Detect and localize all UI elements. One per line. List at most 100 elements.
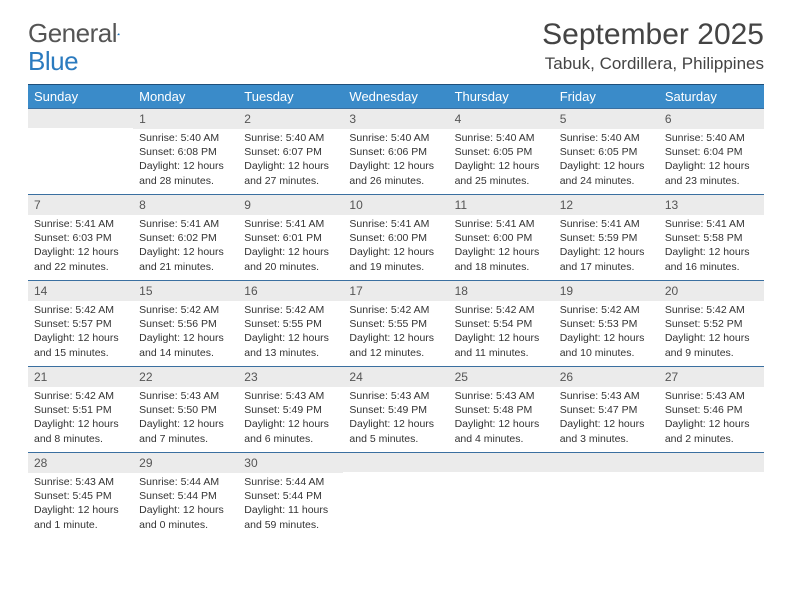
calendar-cell: 16Sunrise: 5:42 AMSunset: 5:55 PMDayligh… [238,280,343,366]
sunrise: Sunrise: 5:44 AM [139,475,232,489]
calendar-cell: 12Sunrise: 5:41 AMSunset: 5:59 PMDayligh… [554,194,659,280]
daylight: Daylight: 12 hours and 12 minutes. [349,331,442,359]
sunrise: Sunrise: 5:42 AM [349,303,442,317]
sunrise: Sunrise: 5:43 AM [139,389,232,403]
day-number: 27 [659,366,764,387]
weekday-header: Tuesday [238,85,343,109]
day-number: 8 [133,194,238,215]
day-number: 17 [343,280,448,301]
daylight: Daylight: 12 hours and 26 minutes. [349,159,442,187]
sunset: Sunset: 5:49 PM [244,403,337,417]
calendar-cell: 29Sunrise: 5:44 AMSunset: 5:44 PMDayligh… [133,452,238,538]
sunrise: Sunrise: 5:41 AM [139,217,232,231]
daylight: Daylight: 12 hours and 22 minutes. [34,245,127,273]
calendar-cell: 25Sunrise: 5:43 AMSunset: 5:48 PMDayligh… [449,366,554,452]
day-number: 7 [28,194,133,215]
daylight: Daylight: 12 hours and 25 minutes. [455,159,548,187]
daylight: Daylight: 12 hours and 8 minutes. [34,417,127,445]
day-body: Sunrise: 5:43 AMSunset: 5:46 PMDaylight:… [659,387,764,452]
sunset: Sunset: 5:48 PM [455,403,548,417]
sunrise: Sunrise: 5:43 AM [560,389,653,403]
daylight: Daylight: 12 hours and 4 minutes. [455,417,548,445]
sunrise: Sunrise: 5:42 AM [139,303,232,317]
daylight: Daylight: 12 hours and 23 minutes. [665,159,758,187]
daylight: Daylight: 12 hours and 11 minutes. [455,331,548,359]
sunrise: Sunrise: 5:41 AM [349,217,442,231]
day-body: Sunrise: 5:41 AMSunset: 6:02 PMDaylight:… [133,215,238,280]
sunset: Sunset: 5:57 PM [34,317,127,331]
day-number: 1 [133,108,238,129]
weekday-header: Sunday [28,85,133,109]
day-body: Sunrise: 5:43 AMSunset: 5:49 PMDaylight:… [343,387,448,452]
day-body: Sunrise: 5:42 AMSunset: 5:52 PMDaylight:… [659,301,764,366]
sunset: Sunset: 5:47 PM [560,403,653,417]
calendar-table: SundayMondayTuesdayWednesdayThursdayFrid… [28,84,764,538]
sunset: Sunset: 6:00 PM [455,231,548,245]
day-number: 26 [554,366,659,387]
sunset: Sunset: 5:58 PM [665,231,758,245]
sunrise: Sunrise: 5:40 AM [139,131,232,145]
calendar-cell: 21Sunrise: 5:42 AMSunset: 5:51 PMDayligh… [28,366,133,452]
day-body: Sunrise: 5:40 AMSunset: 6:06 PMDaylight:… [343,129,448,194]
calendar-week: 14Sunrise: 5:42 AMSunset: 5:57 PMDayligh… [28,280,764,366]
day-body: Sunrise: 5:42 AMSunset: 5:54 PMDaylight:… [449,301,554,366]
calendar-cell: 10Sunrise: 5:41 AMSunset: 6:00 PMDayligh… [343,194,448,280]
sunrise: Sunrise: 5:43 AM [665,389,758,403]
sunset: Sunset: 6:05 PM [560,145,653,159]
day-number: 19 [554,280,659,301]
location: Tabuk, Cordillera, Philippines [542,54,764,74]
daylight: Daylight: 12 hours and 13 minutes. [244,331,337,359]
calendar-cell: 27Sunrise: 5:43 AMSunset: 5:46 PMDayligh… [659,366,764,452]
sunrise: Sunrise: 5:41 AM [455,217,548,231]
sunset: Sunset: 6:07 PM [244,145,337,159]
calendar-cell [343,452,448,538]
sunrise: Sunrise: 5:41 AM [244,217,337,231]
calendar-cell [659,452,764,538]
daylight: Daylight: 12 hours and 15 minutes. [34,331,127,359]
day-number [659,452,764,472]
day-number: 15 [133,280,238,301]
sunset: Sunset: 6:06 PM [349,145,442,159]
calendar-cell: 17Sunrise: 5:42 AMSunset: 5:55 PMDayligh… [343,280,448,366]
sunrise: Sunrise: 5:41 AM [34,217,127,231]
day-number: 3 [343,108,448,129]
day-body: Sunrise: 5:40 AMSunset: 6:05 PMDaylight:… [554,129,659,194]
day-number: 22 [133,366,238,387]
daylight: Daylight: 12 hours and 1 minute. [34,503,127,531]
calendar-cell: 1Sunrise: 5:40 AMSunset: 6:08 PMDaylight… [133,108,238,194]
calendar-head: SundayMondayTuesdayWednesdayThursdayFrid… [28,85,764,109]
daylight: Daylight: 12 hours and 9 minutes. [665,331,758,359]
sunrise: Sunrise: 5:40 AM [244,131,337,145]
day-number: 20 [659,280,764,301]
logo-blue: Blue [28,46,78,76]
sunrise: Sunrise: 5:42 AM [244,303,337,317]
day-body: Sunrise: 5:41 AMSunset: 5:58 PMDaylight:… [659,215,764,280]
day-number [554,452,659,472]
calendar-cell [554,452,659,538]
sunrise: Sunrise: 5:42 AM [34,389,127,403]
calendar-cell [449,452,554,538]
weekday-header: Friday [554,85,659,109]
day-body: Sunrise: 5:43 AMSunset: 5:47 PMDaylight:… [554,387,659,452]
sunset: Sunset: 5:45 PM [34,489,127,503]
day-body: Sunrise: 5:41 AMSunset: 5:59 PMDaylight:… [554,215,659,280]
calendar-cell: 22Sunrise: 5:43 AMSunset: 5:50 PMDayligh… [133,366,238,452]
sunset: Sunset: 5:52 PM [665,317,758,331]
calendar-cell: 18Sunrise: 5:42 AMSunset: 5:54 PMDayligh… [449,280,554,366]
logo-triangle-icon [117,27,120,41]
sunset: Sunset: 5:55 PM [244,317,337,331]
sunrise: Sunrise: 5:41 AM [665,217,758,231]
calendar-cell: 8Sunrise: 5:41 AMSunset: 6:02 PMDaylight… [133,194,238,280]
daylight: Daylight: 12 hours and 27 minutes. [244,159,337,187]
month-title: September 2025 [542,18,764,52]
weekday-header: Monday [133,85,238,109]
daylight: Daylight: 12 hours and 6 minutes. [244,417,337,445]
header: General September 2025 Tabuk, Cordillera… [28,18,764,74]
day-body: Sunrise: 5:44 AMSunset: 5:44 PMDaylight:… [133,473,238,538]
calendar-cell [28,108,133,194]
day-number: 10 [343,194,448,215]
sunset: Sunset: 6:02 PM [139,231,232,245]
sunrise: Sunrise: 5:40 AM [665,131,758,145]
sunrise: Sunrise: 5:42 AM [34,303,127,317]
day-body: Sunrise: 5:44 AMSunset: 5:44 PMDaylight:… [238,473,343,538]
